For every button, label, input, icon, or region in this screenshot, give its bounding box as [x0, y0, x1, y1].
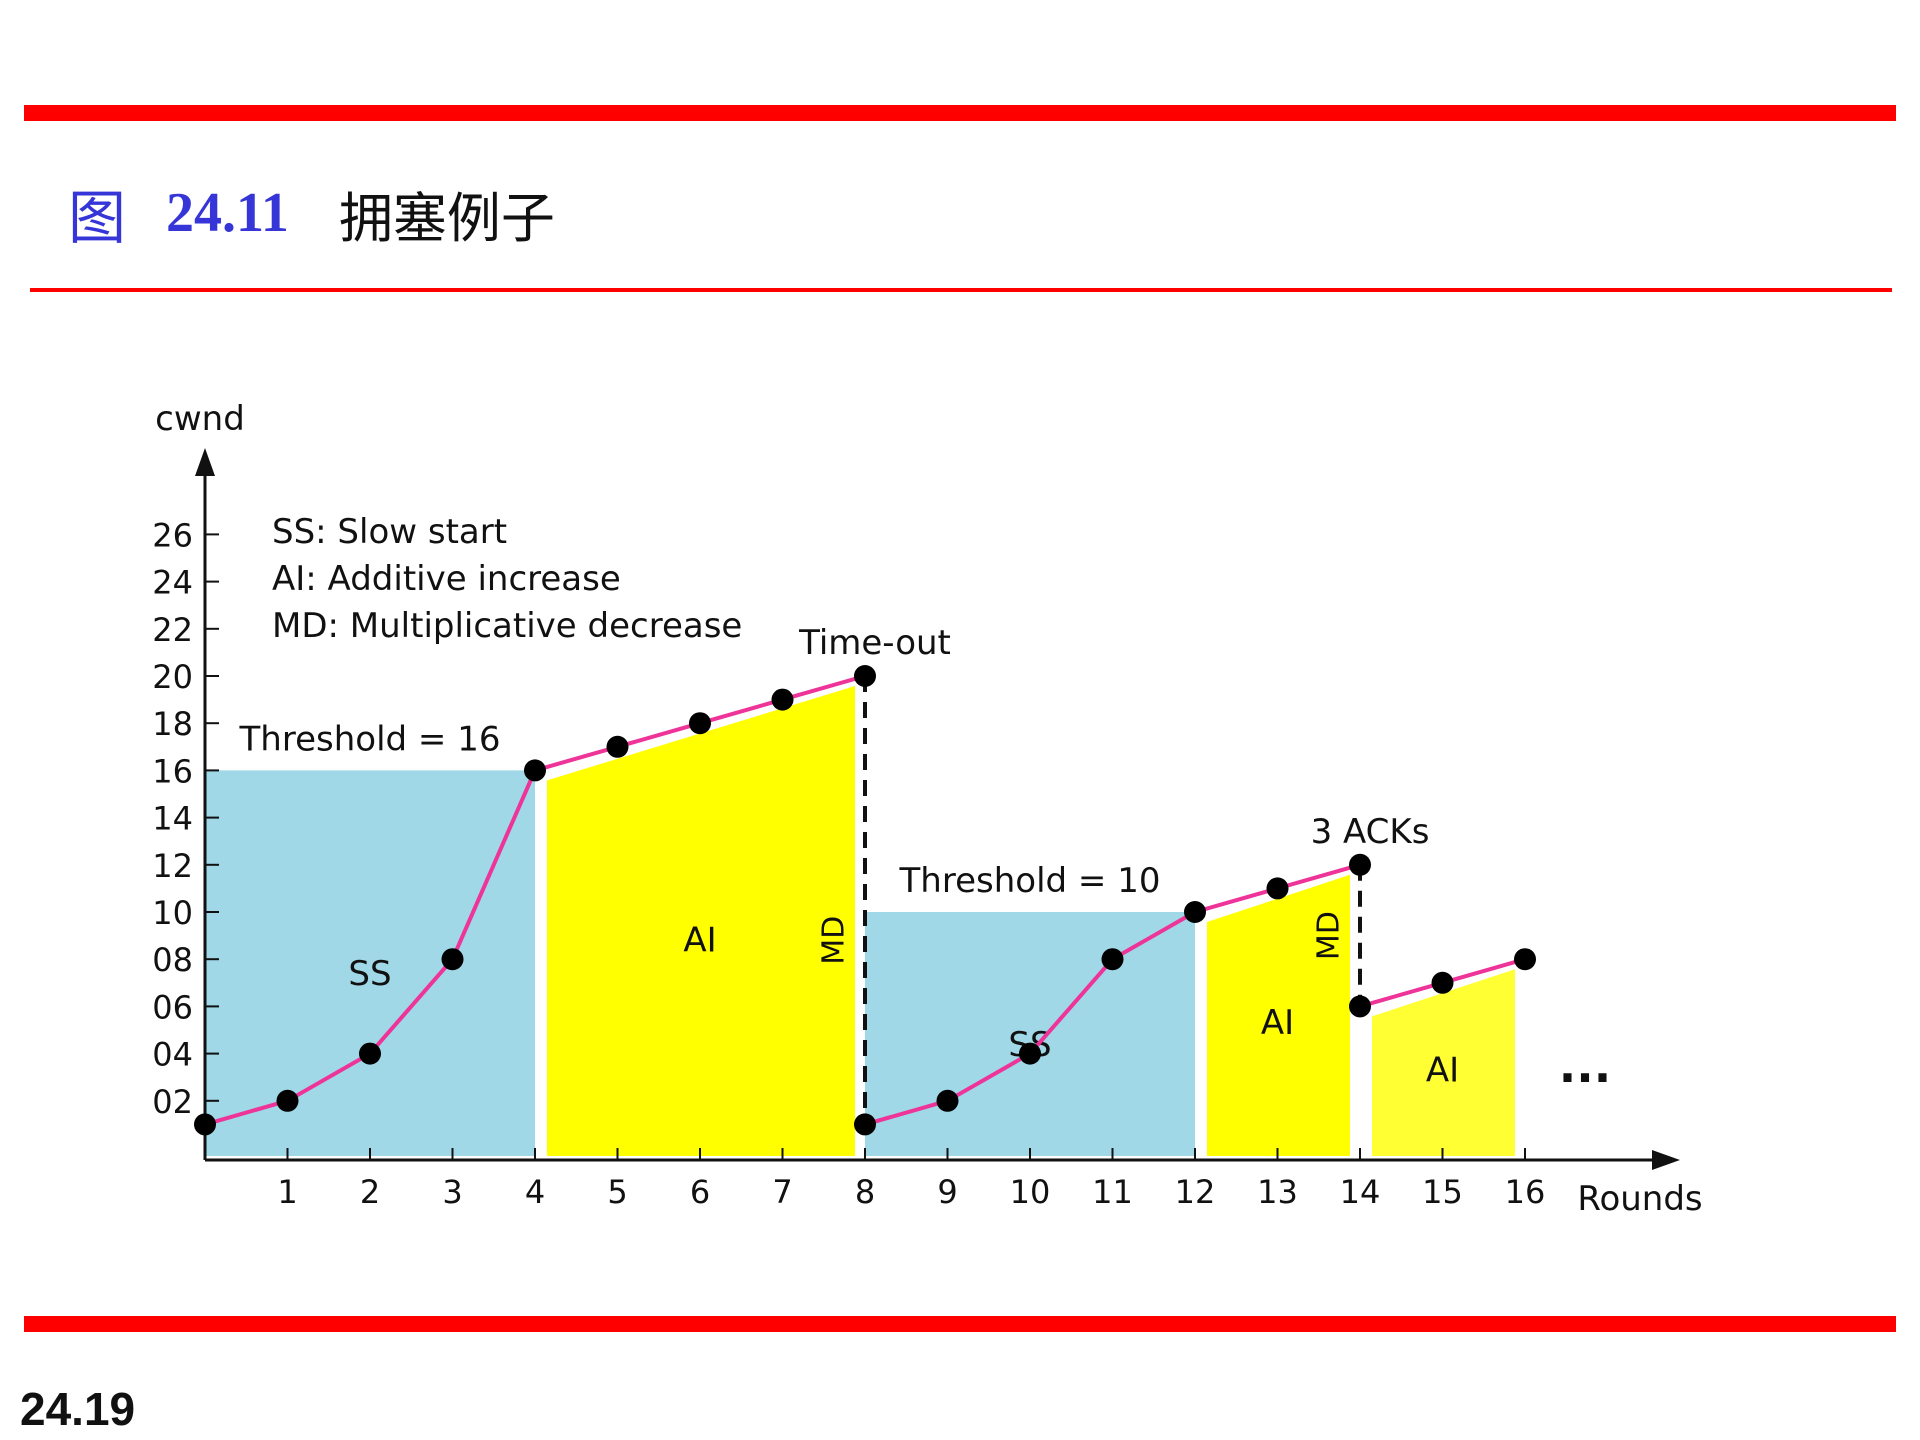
figure-number: 24.11 — [166, 182, 289, 244]
data-point — [194, 1113, 216, 1136]
md-label: MD — [817, 916, 852, 965]
data-point — [524, 759, 546, 782]
y-tick-label: 18 — [152, 705, 193, 743]
data-point — [936, 1089, 959, 1112]
data-point — [1101, 948, 1124, 971]
data-point — [689, 712, 711, 735]
y-tick-label: 14 — [152, 800, 193, 838]
y-tick-label: 10 — [152, 894, 193, 932]
bottom-rule — [24, 1316, 1896, 1332]
x-axis-arrow — [1652, 1150, 1680, 1170]
data-point — [1514, 948, 1536, 971]
figure-caption: 拥塞例子 — [338, 186, 555, 250]
x-tick-label: 4 — [525, 1173, 545, 1211]
data-point — [276, 1089, 299, 1112]
legend-entry: MD: Multiplicative decrease — [272, 606, 742, 646]
data-point — [1349, 853, 1371, 876]
x-tick-label: 9 — [937, 1173, 957, 1211]
region-ai-1 — [547, 686, 855, 1156]
data-point — [1349, 995, 1371, 1018]
y-tick-label: 06 — [152, 988, 193, 1026]
data-point — [854, 665, 876, 687]
md-label: MD — [1312, 911, 1347, 960]
x-tick-label: 14 — [1340, 1173, 1381, 1211]
x-tick-label: 1 — [277, 1173, 297, 1211]
legend-entry: AI: Additive increase — [272, 559, 621, 599]
chart-annotations: Threshold = 16 Threshold = 10 Time-out 3 AC… — [239, 623, 1611, 1125]
y-tick-label: 04 — [152, 1036, 193, 1074]
data-point — [1266, 877, 1289, 900]
y-tick-label: 16 — [152, 752, 193, 790]
y-tick-label: 08 — [152, 941, 193, 979]
data-point — [854, 1113, 876, 1136]
data-point — [1431, 971, 1454, 994]
x-tick-label: 13 — [1257, 1173, 1298, 1211]
y-tick-label: 26 — [152, 516, 193, 554]
region-label: AI — [683, 921, 716, 961]
region-label: SS — [348, 954, 391, 994]
figure-title: 图 24.11 拥塞例子 — [68, 178, 555, 252]
data-point — [1019, 1042, 1041, 1065]
data-point — [606, 735, 629, 758]
y-tick-label: 24 — [152, 564, 193, 602]
chart-legend: SS: Slow start AI: Additive increase MD: M… — [272, 512, 742, 646]
data-point — [1184, 901, 1206, 923]
x-tick-label: 2 — [360, 1173, 380, 1211]
data-point — [359, 1042, 381, 1065]
continuation-ellipsis: ... — [1559, 1039, 1611, 1093]
x-tick-label: 8 — [855, 1173, 875, 1211]
y-tick-label: 02 — [152, 1083, 193, 1121]
x-tick-label: 11 — [1092, 1173, 1133, 1211]
threshold-label: Threshold = 16 — [239, 719, 501, 759]
x-tick-label: 6 — [690, 1173, 710, 1211]
region-label: AI — [1426, 1050, 1459, 1090]
x-tick-label: 12 — [1175, 1173, 1216, 1211]
event-label: Time-out — [798, 623, 951, 663]
y-axis-arrow — [195, 448, 215, 476]
threshold-label: Threshold = 10 — [899, 861, 1161, 901]
x-tick-label: 7 — [772, 1173, 792, 1211]
x-tick-label: 15 — [1422, 1173, 1463, 1211]
figure-label: 图 — [68, 184, 127, 252]
y-tick-label: 22 — [152, 611, 193, 649]
x-tick-label: 3 — [442, 1173, 462, 1211]
x-tick-label: 16 — [1505, 1173, 1546, 1211]
x-tick-label: 10 — [1010, 1173, 1051, 1211]
data-point — [441, 948, 464, 971]
region-ai-4 — [1372, 969, 1515, 1156]
page-number: 24.19 — [20, 1383, 136, 1435]
legend-entry: SS: Slow start — [272, 512, 507, 552]
event-label: 3 ACKs — [1311, 812, 1430, 852]
cwnd-series — [194, 665, 1536, 1136]
y-tick-label: 20 — [152, 658, 193, 696]
title-underline — [30, 288, 1892, 292]
y-tick-label: 12 — [152, 847, 193, 885]
region-label: AI — [1261, 1003, 1294, 1043]
x-axis-label: Rounds — [1577, 1179, 1702, 1219]
top-rule — [24, 105, 1896, 121]
region-ss-0 — [205, 770, 535, 1156]
region-ai-3 — [1207, 874, 1350, 1156]
data-point — [771, 688, 794, 711]
y-axis-label: cwnd — [155, 399, 245, 439]
x-tick-label: 5 — [607, 1173, 627, 1211]
